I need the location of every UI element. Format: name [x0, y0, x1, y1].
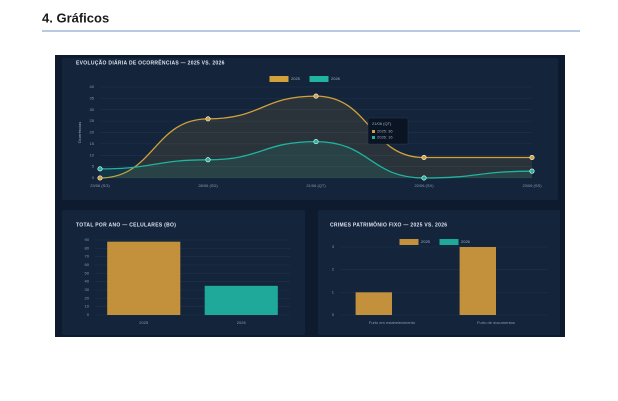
x-tick-label: Furto em estabelecimento — [369, 320, 416, 325]
data-point — [529, 155, 535, 161]
legend-label: 2026 — [331, 76, 341, 81]
data-point — [421, 155, 427, 161]
data-point — [529, 168, 535, 174]
data-point — [205, 116, 211, 122]
data-point — [97, 166, 103, 172]
legend-label: 2025 — [291, 76, 301, 81]
legend-swatch — [399, 239, 419, 245]
section-heading: 4. Gráficos — [42, 10, 109, 25]
chart-title: CRIMES PATRIMÔNIO FIXO — 2025 VS. 2026 — [330, 220, 447, 228]
series-area — [100, 141, 532, 178]
data-point — [313, 139, 319, 145]
data-point — [205, 157, 211, 163]
y-tick-label: 0 — [87, 312, 90, 317]
tooltip-item: 2025: 36 — [377, 129, 393, 134]
y-tick-label: 80 — [85, 245, 90, 250]
y-tick-label: 70 — [85, 254, 90, 259]
y-tick-label: 40 — [85, 279, 90, 284]
chart-panel — [62, 58, 558, 200]
x-tick-label: 23/06 (SS) — [522, 183, 542, 188]
data-point — [313, 93, 319, 99]
bar — [459, 247, 496, 315]
tooltip — [367, 117, 409, 145]
bar — [355, 292, 392, 315]
x-tick-label: 2026 — [237, 320, 247, 325]
x-tick-label: Furto de documentos — [477, 320, 515, 325]
tooltip-title: 21/06 (QT) — [372, 121, 392, 126]
legend-label: 2025 — [421, 239, 431, 244]
y-tick-label: 10 — [90, 152, 95, 157]
y-tick-label: 35 — [90, 95, 95, 100]
y-tick-label: 60 — [85, 262, 90, 267]
chart-panel — [318, 210, 560, 335]
y-tick-label: 90 — [85, 237, 90, 242]
data-point — [97, 175, 103, 181]
y-axis-label: Ocorrências — [77, 122, 82, 144]
y-tick-label: 10 — [85, 304, 90, 309]
data-point — [421, 175, 427, 181]
x-tick-label: 2025 — [139, 320, 149, 325]
y-tick-label: 15 — [90, 141, 95, 146]
chart-panel — [62, 210, 305, 335]
y-tick-label: 50 — [85, 270, 90, 275]
y-tick-label: 1 — [332, 289, 335, 294]
tooltip-item: 2026: 16 — [377, 135, 393, 140]
y-tick-label: 40 — [90, 84, 95, 89]
y-tick-label: 30 — [90, 107, 95, 112]
y-tick-label: 5 — [92, 164, 95, 169]
legend-label: 2026 — [461, 239, 471, 244]
x-tick-label: 21/06 (QT) — [306, 183, 326, 188]
y-tick-label: 30 — [85, 287, 90, 292]
y-tick-label: 0 — [92, 175, 95, 180]
x-tick-label: 22/06 (SX) — [414, 183, 434, 188]
bar — [204, 285, 278, 315]
legend-swatch — [309, 76, 329, 82]
y-tick-label: 2 — [332, 267, 335, 272]
tooltip-swatch — [372, 130, 375, 133]
tooltip-swatch — [372, 136, 375, 139]
y-tick-label: 3 — [332, 244, 335, 249]
y-tick-label: 20 — [85, 295, 90, 300]
x-tick-label: 28/06 (SD) — [198, 183, 218, 188]
chart-title: EVOLUÇÃO DIÁRIA DE OCORRÊNCIAS — 2025 VS… — [76, 58, 225, 66]
x-tick-label: 23/06 (SG) — [90, 183, 110, 188]
y-tick-label: 25 — [90, 118, 95, 123]
legend-swatch — [269, 76, 289, 82]
y-tick-label: 20 — [90, 130, 95, 135]
chart-title: TOTAL POR ANO — CELULARES (BO) — [76, 222, 176, 228]
bar — [107, 241, 181, 315]
legend-swatch — [439, 239, 459, 245]
y-tick-label: 0 — [332, 312, 335, 317]
